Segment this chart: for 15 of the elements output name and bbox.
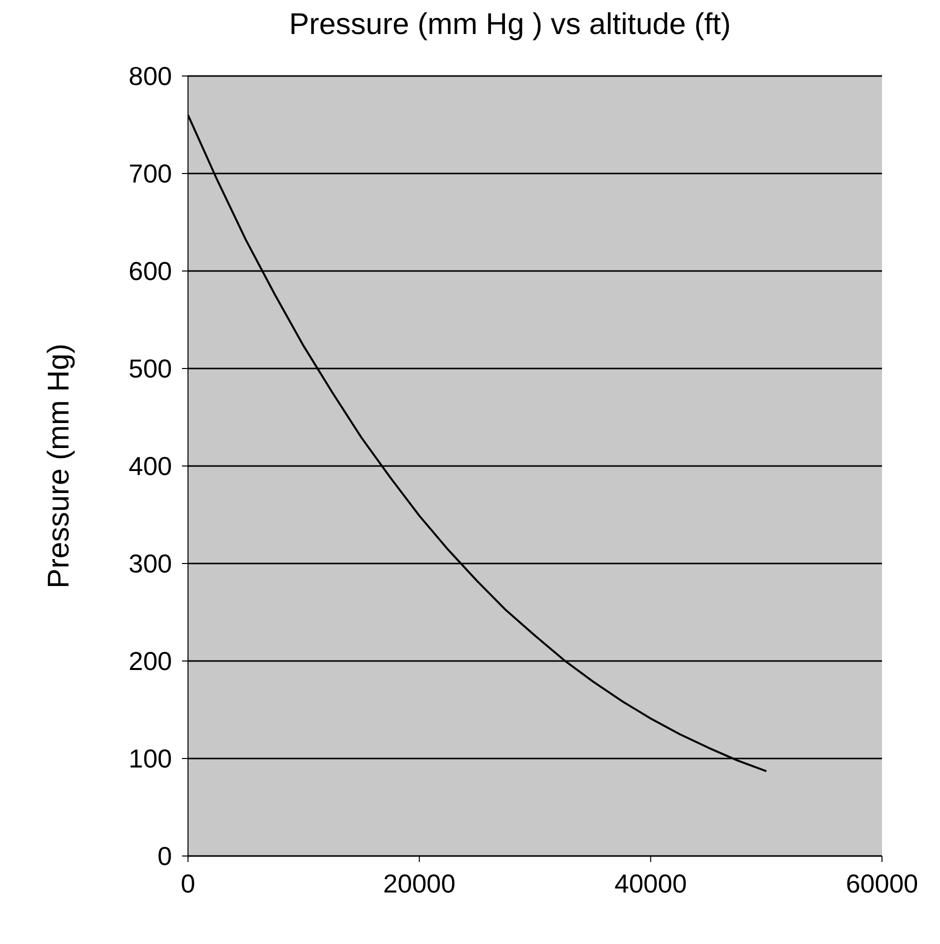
chart-title: Pressure (mm Hg ) vs altitude (ft) xyxy=(288,8,732,42)
y-tick-label: 200 xyxy=(128,646,172,676)
y-tick-label: 100 xyxy=(128,744,172,774)
x-tick-label: 40000 xyxy=(614,868,687,898)
y-tick-label: 700 xyxy=(128,158,172,189)
y-tick-label: 400 xyxy=(128,451,172,482)
x-tick-label: 0 xyxy=(180,868,196,898)
y-tick-label: 600 xyxy=(128,256,172,286)
y-tick-label: 800 xyxy=(128,61,172,92)
y-axis-title: Pressure (mm Hg) xyxy=(42,343,76,589)
x-tick-label: 20000 xyxy=(383,868,456,898)
y-tick-label: 300 xyxy=(128,548,172,579)
x-tick-label: 60000 xyxy=(846,868,918,898)
y-tick-label: 500 xyxy=(128,354,172,384)
y-tick-label: 0 xyxy=(158,841,172,872)
